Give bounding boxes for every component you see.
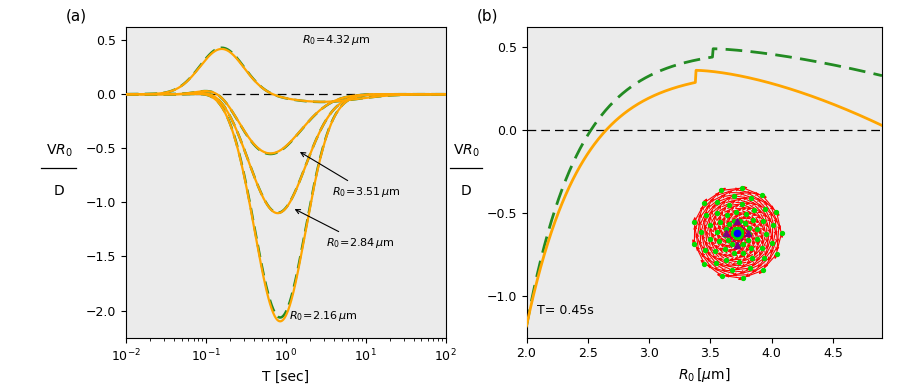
X-axis label: $R_0\,[\mu\mathrm{m}]$: $R_0\,[\mu\mathrm{m}]$	[678, 366, 731, 384]
Text: $R_0\!=\!4.32\,\mu$m: $R_0\!=\!4.32\,\mu$m	[302, 33, 371, 47]
Text: $R_0\!=\!3.51\,\mu$m: $R_0\!=\!3.51\,\mu$m	[301, 152, 400, 199]
Text: (b): (b)	[477, 9, 499, 24]
Text: $\mathrm{V}R_0$: $\mathrm{V}R_0$	[453, 143, 480, 159]
Text: (a): (a)	[66, 9, 86, 24]
Text: $R_0\!=\!2.16\,\mu$m: $R_0\!=\!2.16\,\mu$m	[289, 309, 357, 323]
Text: D: D	[53, 184, 64, 198]
Text: T= 0.45s: T= 0.45s	[537, 304, 594, 317]
Text: $R_0\!=\!2.84\,\mu$m: $R_0\!=\!2.84\,\mu$m	[296, 210, 394, 249]
Text: D: D	[461, 184, 472, 198]
Text: $\mathrm{V}R_0$: $\mathrm{V}R_0$	[46, 143, 72, 159]
X-axis label: T [sec]: T [sec]	[262, 369, 310, 383]
